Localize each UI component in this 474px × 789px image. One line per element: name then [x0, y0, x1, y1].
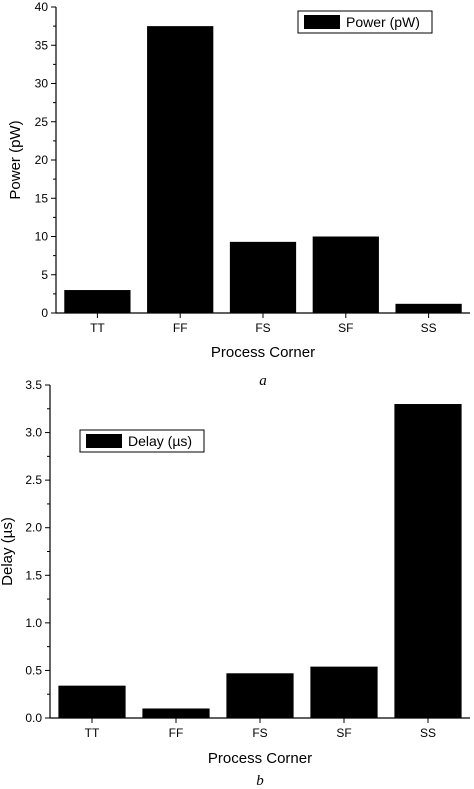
x-tick-label-1-2: FS: [252, 726, 267, 740]
x-tick-label-1-0: TT: [85, 726, 100, 740]
x-tick-label-1-3: SF: [336, 726, 351, 740]
figure-caption-0: a: [259, 373, 267, 389]
bar-1-ff: [142, 708, 210, 718]
bar-0-fs: [229, 241, 297, 313]
x-tick-label-1-1: FF: [169, 726, 184, 740]
y-tick-label-1-1: 0.5: [25, 663, 42, 677]
figure-caption-1: b: [256, 773, 264, 789]
y-axis-title-0: Power (pW): [7, 120, 24, 199]
y-axis-title-1: Delay (µs): [0, 517, 16, 586]
y-tick-label-0-8: 40: [35, 0, 49, 14]
legend-swatch-0: [304, 15, 340, 29]
legend-label-1: Delay (µs): [128, 433, 192, 449]
y-tick-label-0-5: 25: [35, 115, 49, 129]
y-tick-label-1-6: 3.0: [25, 426, 42, 440]
y-tick-label-0-6: 30: [35, 77, 49, 91]
y-tick-label-0-0: 0: [41, 306, 48, 320]
y-tick-label-1-3: 1.5: [25, 568, 42, 582]
x-tick-label-1-4: SS: [420, 726, 436, 740]
legend-label-0: Power (pW): [346, 14, 420, 30]
bar-0-tt: [64, 290, 131, 313]
y-tick-label-1-2: 1.0: [25, 616, 42, 630]
x-tick-label-0-4: SS: [421, 321, 437, 335]
x-axis-title-1: Process Corner: [208, 750, 312, 767]
bar-1-sf: [310, 666, 378, 718]
y-tick-label-1-7: 3.5: [25, 378, 42, 392]
x-tick-label-0-2: FS: [255, 321, 270, 335]
x-axis-title-0: Process Corner: [211, 344, 315, 361]
y-tick-label-1-0: 0.0: [25, 711, 42, 725]
y-tick-label-1-5: 2.5: [25, 473, 42, 487]
y-tick-label-0-3: 15: [35, 191, 49, 205]
bar-1-ss: [394, 404, 462, 718]
bar-0-ss: [395, 303, 462, 313]
y-tick-label-0-2: 10: [35, 230, 49, 244]
x-tick-label-0-0: TT: [90, 321, 105, 335]
bar-0-sf: [312, 236, 379, 313]
y-tick-label-0-7: 35: [35, 38, 49, 52]
x-tick-label-0-3: SF: [338, 321, 353, 335]
bar-1-fs: [226, 673, 294, 718]
legend-swatch-1: [86, 434, 122, 448]
y-tick-label-1-4: 2.0: [25, 521, 42, 535]
y-tick-label-0-4: 20: [35, 153, 49, 167]
y-tick-label-0-1: 5: [41, 268, 48, 282]
bar-1-tt: [58, 685, 126, 718]
bar-0-ff: [147, 26, 214, 313]
x-tick-label-0-1: FF: [173, 321, 188, 335]
